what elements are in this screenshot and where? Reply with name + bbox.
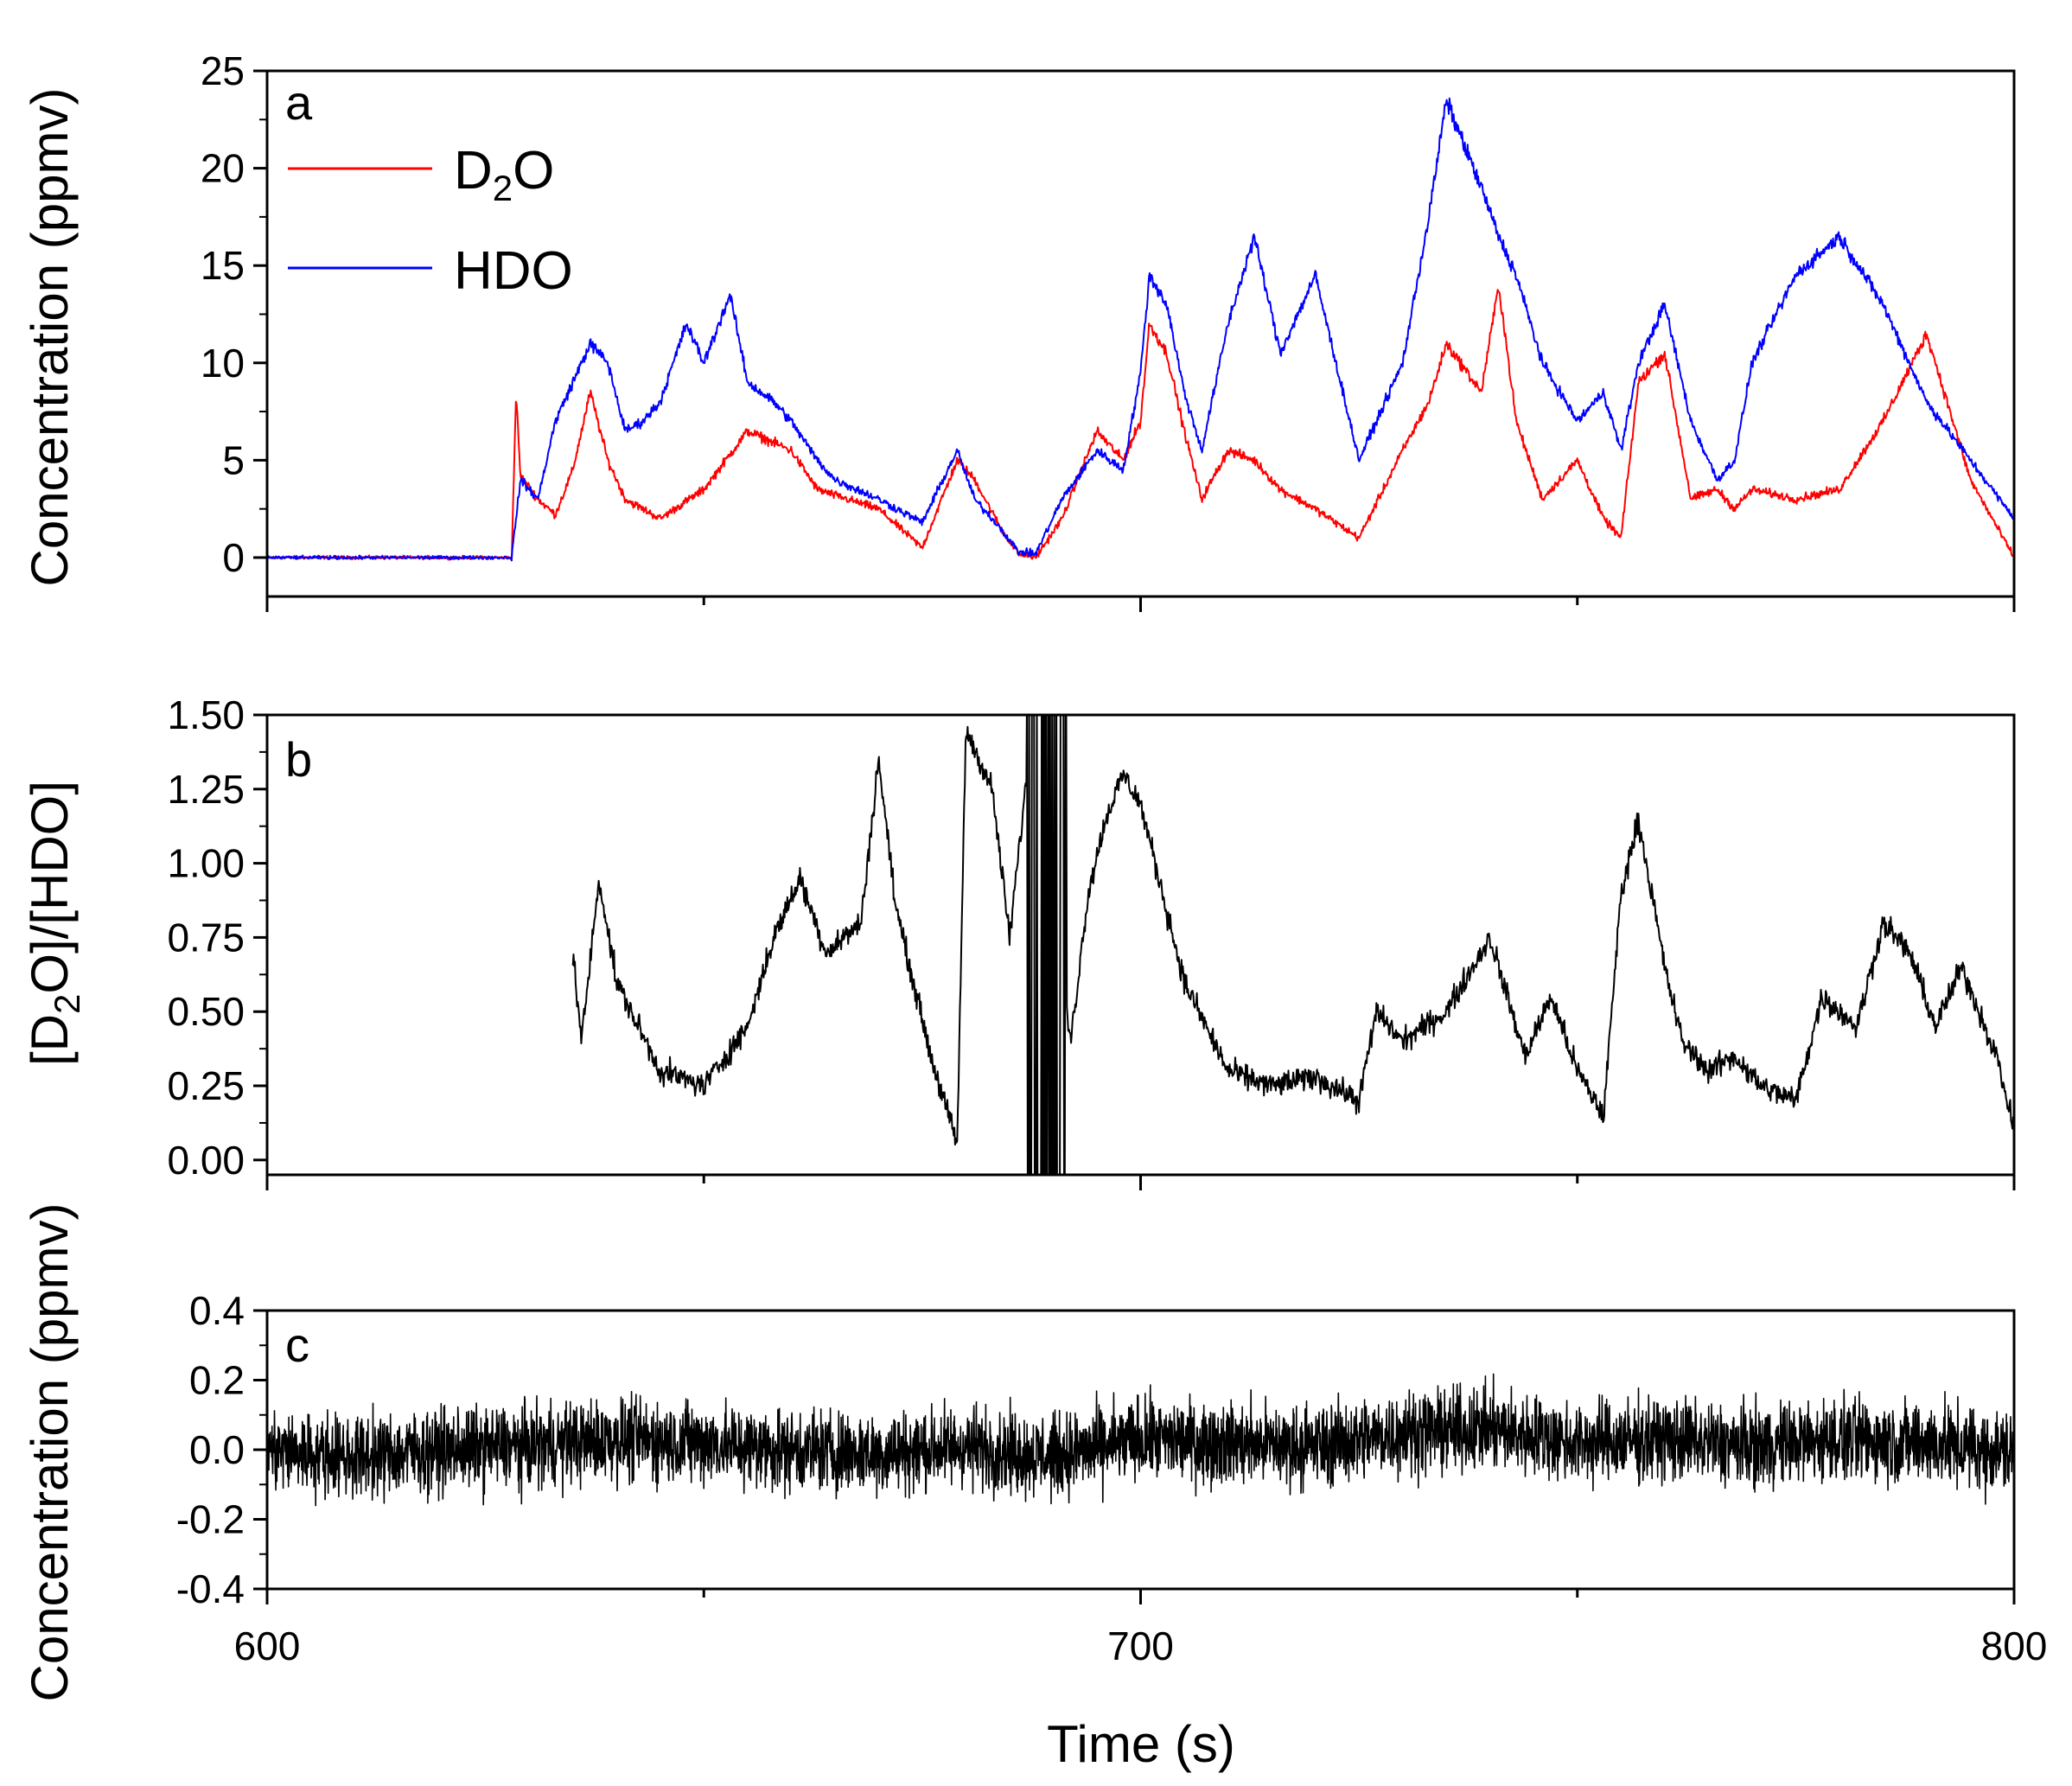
y-tick-label: -0.2 <box>176 1497 245 1542</box>
y-tick-label: 25 <box>201 48 245 93</box>
y-tick-label: 0.25 <box>167 1063 245 1108</box>
panel-b-plot-area <box>571 715 2014 1175</box>
y-tick-label: -0.4 <box>176 1566 245 1611</box>
legend: D2O HDO <box>288 141 573 301</box>
panel-a: 0 5 10 15 20 25 a Concentration (ppmv) D2O HD… <box>21 48 2016 612</box>
series-d2o-path <box>267 289 2014 562</box>
y-tick-label: 20 <box>201 146 245 191</box>
panel-c: 600 700 800 -0.4 -0.2 0.0 0.2 0.4 c Concentrati… <box>21 1203 2047 1773</box>
x-tick-label-700: 700 <box>1107 1623 1174 1668</box>
panel-c-axes: 600 700 800 -0.4 -0.2 0.0 0.2 0.4 <box>176 1288 2048 1668</box>
y-tick-label: 0 <box>222 535 245 580</box>
panel-a-letter: a <box>285 75 313 130</box>
series-d2o-line <box>267 289 2014 562</box>
panel-a-axes: 0 5 10 15 20 25 <box>201 48 2016 612</box>
panel-b-letter: b <box>285 732 312 787</box>
y-tick-label: 10 <box>201 341 245 386</box>
y-tick-label: 0.75 <box>167 915 245 960</box>
y-tick-label: 5 <box>222 437 245 482</box>
panel-b-axes: 0.00 0.25 0.50 0.75 1.00 1.25 1.50 <box>167 692 2016 1190</box>
panel-a-plot-area <box>267 97 2014 562</box>
panel-c-letter: c <box>285 1317 309 1372</box>
series--d2o-hdo--path <box>571 715 2014 1175</box>
series-residual-line <box>267 1373 2014 1507</box>
x-tick-label-800: 800 <box>1981 1623 2048 1668</box>
series-hdo-path <box>267 97 2014 562</box>
x-axis-label: Time (s) <box>1047 1715 1235 1773</box>
panel-a-ylabel: Concentration (ppmv) <box>21 88 79 587</box>
series--d2o-hdo--line <box>571 715 2014 1175</box>
y-tick-label: 0.50 <box>167 989 245 1034</box>
panel-c-ylabel: Concentration (ppmv) <box>21 1203 79 1702</box>
series-residual-path <box>267 1373 2014 1507</box>
panel-b: 0.00 0.25 0.50 0.75 1.00 1.25 1.50 b [D2O]/[HD… <box>21 692 2016 1190</box>
y-tick-label: 0.00 <box>167 1138 245 1183</box>
series-hdo-line <box>267 97 2014 562</box>
x-tick-label-600: 600 <box>234 1623 301 1668</box>
panel-b-ylabel: [D2O]/[HDO] <box>21 781 87 1066</box>
y-tick-label: 0.0 <box>189 1427 245 1472</box>
y-tick-label: 0.2 <box>189 1358 245 1403</box>
legend-label-d2o: D2O <box>454 141 554 208</box>
y-tick-label: 1.50 <box>167 692 245 737</box>
y-tick-label: 1.25 <box>167 767 245 812</box>
panel-c-plot-area <box>267 1373 2014 1507</box>
y-tick-label: 1.00 <box>167 841 245 886</box>
y-tick-label: 15 <box>201 243 245 288</box>
y-tick-label: 0.4 <box>189 1288 245 1333</box>
legend-label-hdo: HDO <box>454 241 573 301</box>
